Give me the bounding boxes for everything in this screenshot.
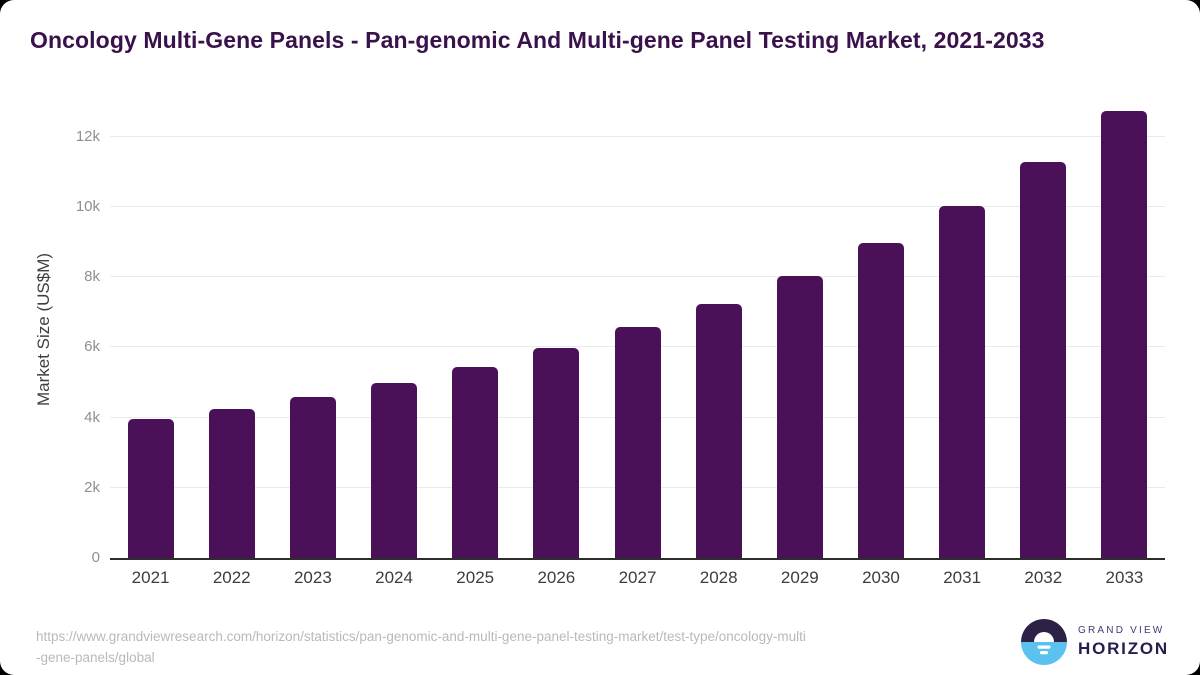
- x-label-2029: 2029: [780, 568, 819, 587]
- bar-slot-2032: [1003, 100, 1084, 558]
- gridline-10k: [110, 206, 1165, 207]
- bar-2026: [533, 348, 580, 558]
- bar-2033: [1101, 111, 1148, 558]
- y-tick-2k: 2k: [84, 478, 100, 496]
- bar-slot-2023: [272, 100, 353, 558]
- bar-2022: [208, 409, 255, 558]
- bar-slot-2031: [922, 100, 1003, 558]
- gridline-8k: [110, 276, 1165, 278]
- bar-slot-2033: [1084, 100, 1165, 558]
- bar-2027: [614, 327, 661, 558]
- logo-text: GRAND VIEW HORIZON: [1078, 625, 1169, 659]
- gridline-12k: [110, 135, 1165, 137]
- x-label-2027: 2027: [618, 568, 657, 587]
- y-tick-4k: 4k: [84, 408, 100, 426]
- logo-grand-view-text: GRAND VIEW: [1078, 625, 1165, 636]
- bar-2023: [289, 397, 336, 558]
- bar-slot-2022: [191, 100, 272, 558]
- x-label-2030: 2030: [862, 568, 900, 587]
- bar-2028: [695, 304, 742, 558]
- logo-horizon-text: HORIZON: [1078, 639, 1169, 658]
- bar-slot-2027: [597, 100, 678, 558]
- bar-slot-2021: [110, 100, 191, 558]
- x-label-2025: 2025: [456, 568, 495, 587]
- bar-slot-2026: [516, 100, 597, 558]
- bars: [110, 100, 1165, 558]
- bar-slot-2025: [435, 100, 516, 558]
- x-axis-labels: 2021 2022 2023 2024 2025 2026 2027 2028 2029 2030…: [110, 568, 1165, 588]
- bar-slot-2030: [840, 100, 921, 558]
- x-label-2022: 2022: [212, 568, 251, 587]
- x-label-2032: 2032: [1024, 568, 1063, 587]
- x-label-2033: 2033: [1105, 568, 1144, 587]
- bar-slot-2029: [759, 100, 840, 558]
- source-url-line-1: https://www.grandviewresearch.com/horizo…: [36, 629, 806, 644]
- y-tick-0: 0: [91, 549, 100, 566]
- bar-2032: [1020, 162, 1067, 558]
- x-label-2028: 2028: [699, 568, 738, 587]
- bar-2025: [452, 367, 499, 558]
- y-tick-10k: 10k: [75, 198, 100, 215]
- bar-2030: [857, 243, 904, 558]
- bar-slot-2024: [353, 100, 434, 558]
- source-url: https://www.grandviewresearch.com/horizo…: [36, 626, 806, 668]
- bar-2021: [127, 419, 174, 558]
- source-url-line-2: -gene-panels/global: [36, 650, 155, 665]
- bar-slot-2028: [678, 100, 759, 558]
- y-tick-8k: 8k: [84, 268, 100, 286]
- x-label-2026: 2026: [537, 568, 576, 587]
- chart-title: Oncology Multi-Gene Panels - Pan-genomic…: [30, 27, 1045, 53]
- x-label-2031: 2031: [943, 568, 982, 587]
- x-label-2024: 2024: [375, 568, 413, 587]
- plot-area: [110, 100, 1165, 560]
- y-tick-12k: 12k: [75, 127, 100, 145]
- x-label-2023: 2023: [293, 568, 332, 587]
- bar-2024: [371, 383, 418, 558]
- horizon-sun-icon: [1021, 619, 1067, 665]
- x-label-2021: 2021: [131, 568, 170, 587]
- bar-2029: [776, 276, 823, 558]
- grand-view-horizon-logo: GRAND VIEW HORIZON: [1021, 619, 1169, 665]
- y-tick-6k: 6k: [84, 338, 100, 356]
- y-axis-ticks: 0 2k 4k 6k 8k 10k 12k: [0, 100, 100, 566]
- bar-2031: [939, 206, 986, 558]
